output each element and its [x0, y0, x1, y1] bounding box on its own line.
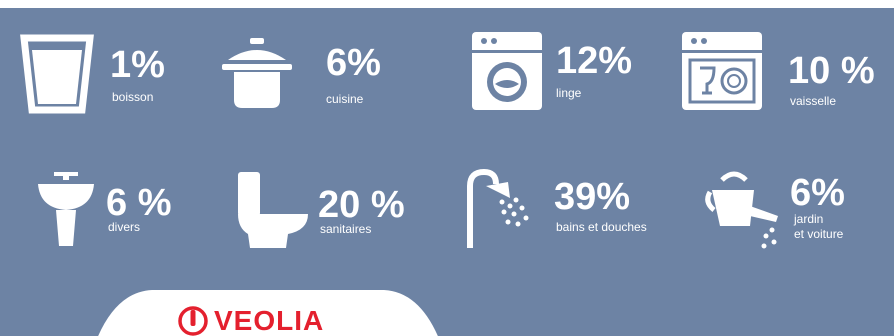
- watering-can-icon: [705, 171, 778, 249]
- washing-machine-icon: [472, 32, 542, 110]
- usage-item-sanitaires: 20 % sanitaires: [236, 170, 446, 270]
- dishwasher-icon: [682, 32, 762, 110]
- usage-item-bains-douches: 39% bains et douches: [464, 168, 674, 268]
- usage-label: divers: [108, 220, 141, 234]
- glass-of-water-icon: [20, 34, 94, 114]
- top-band: [0, 0, 894, 8]
- usage-label: cuisine: [326, 92, 364, 106]
- usage-label: linge: [556, 86, 582, 100]
- usage-label: sanitaires: [320, 222, 372, 236]
- usage-label: boisson: [112, 90, 154, 104]
- toilet-icon: [238, 172, 308, 248]
- usage-item-jardin-voiture: 6% jardin et voiture: [700, 168, 894, 268]
- veolia-logo-icon: [178, 306, 208, 336]
- usage-percent: 6 %: [106, 182, 172, 224]
- usage-percent: 6%: [790, 172, 845, 214]
- cooking-pot-icon: [222, 38, 292, 108]
- usage-percent: 10 %: [788, 50, 875, 92]
- usage-label: bains et douches: [556, 220, 647, 234]
- usage-percent: 1%: [110, 44, 165, 86]
- usage-label: jardin et voiture: [794, 212, 844, 241]
- veolia-logo: VEOLIA: [178, 306, 324, 336]
- usage-percent: 6%: [326, 42, 381, 84]
- sink-icon: [38, 172, 94, 246]
- brand-tab: [98, 290, 438, 336]
- usage-item-vaisselle: 10 % vaisselle: [680, 30, 890, 130]
- usage-item-linge: 12% linge: [470, 30, 680, 130]
- usage-percent: 20 %: [318, 184, 405, 226]
- shower-icon: [467, 168, 529, 248]
- brand-name: VEOLIA: [214, 305, 325, 336]
- usage-item-boisson: 1% boisson: [20, 34, 230, 134]
- usage-item-divers: 6 % divers: [36, 168, 246, 268]
- usage-label: vaisselle: [790, 94, 837, 108]
- usage-percent: 39%: [554, 176, 631, 218]
- usage-percent: 12%: [556, 40, 633, 82]
- usage-item-cuisine: 6% cuisine: [222, 34, 432, 134]
